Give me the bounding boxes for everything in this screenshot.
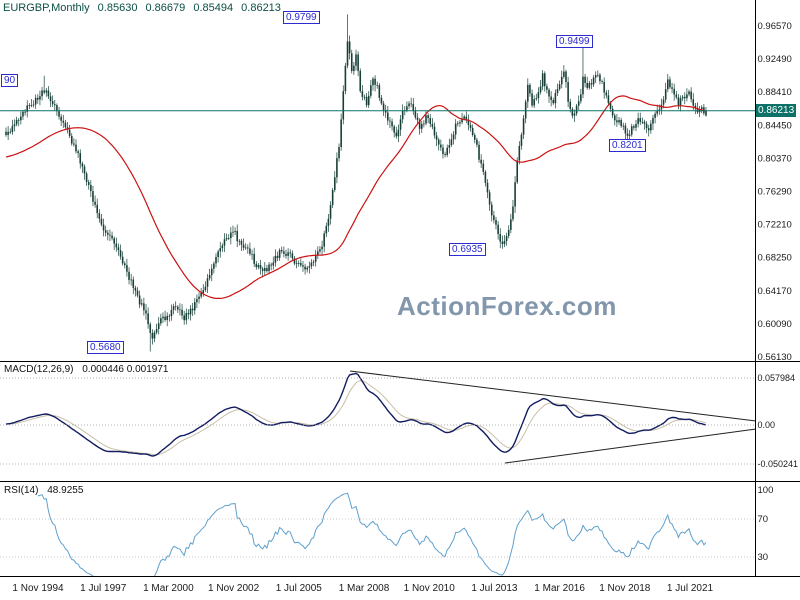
chart-title: EURGBP,Monthly 0.85630 0.86679 0.85494 0… — [3, 2, 286, 14]
price-axis-label: 0.88410 — [758, 87, 792, 98]
ohlc-open: 0.85630 — [97, 2, 138, 14]
rsi-axis-label: 100 — [758, 485, 774, 496]
date-axis-label: 1 Nov 2018 — [599, 583, 651, 594]
symbol-timeframe: EURGBP,Monthly — [3, 2, 90, 14]
ohlc-close: 0.86213 — [241, 2, 281, 14]
rsi-axis-label: 30 — [758, 552, 769, 563]
macd-line — [5, 372, 707, 457]
rsi-line — [37, 492, 707, 576]
rsi-axis-label: 70 — [758, 514, 769, 525]
price-axis-label: 0.92490 — [758, 54, 792, 65]
price-axis-label: 0.80370 — [758, 153, 792, 164]
ohlc-high: 0.86679 — [145, 2, 186, 14]
macd-axis-label: -0.050241 — [758, 459, 799, 469]
price-axis-label: 0.72210 — [758, 220, 792, 231]
price-axis-label: 0.60090 — [758, 319, 792, 330]
date-axis-label: 1 Nov 2002 — [208, 583, 260, 594]
price-pane — [5, 14, 707, 352]
price-axis-label: 0.64170 — [758, 286, 792, 297]
macd-values: 0.000446 0.001971 — [82, 364, 169, 375]
macd-signal-line — [5, 380, 707, 456]
date-axis-label: 1 Nov 1994 — [12, 583, 64, 594]
macd-indicator-label: MACD(12,26,9) 0.000446 0.001971 — [4, 364, 168, 375]
price-axis-label: 0.68250 — [758, 253, 792, 264]
price-annotation: 90 — [1, 74, 19, 87]
price-annotation: 0.6935 — [449, 243, 486, 256]
date-axis-label: 1 Jul 1997 — [80, 583, 127, 594]
macd-trendline — [349, 370, 757, 422]
rsi-pane — [37, 492, 707, 576]
macd-trendline — [504, 428, 757, 464]
ohlc-low: 0.85494 — [193, 2, 234, 14]
date-axis-label: 1 Jul 2013 — [471, 583, 518, 594]
macd-pane — [5, 372, 707, 457]
moving-average-line — [5, 95, 707, 299]
date-axis-label: 1 Jul 2021 — [667, 583, 714, 594]
date-axis-label: 1 Mar 2016 — [534, 583, 585, 594]
current-price-tag: 0.86213 — [756, 104, 797, 118]
watermark: ActionForex.com — [397, 291, 617, 321]
macd-name: MACD(12,26,9) — [4, 364, 74, 375]
price-axis-label: 0.96570 — [758, 21, 792, 32]
price-annotation: 0.9799 — [283, 11, 320, 24]
rsi-name: RSI(14) — [4, 485, 39, 496]
date-axis-label: 1 Jul 2005 — [276, 583, 323, 594]
date-axis-label: 1 Nov 2010 — [404, 583, 456, 594]
price-axis-label: 0.56130 — [758, 352, 792, 363]
date-axis-label: 1 Mar 2008 — [339, 583, 390, 594]
macd-axis-label: 0.057984 — [758, 373, 796, 383]
price-annotation: 0.8201 — [609, 139, 646, 152]
macd-axis-label: 0.00 — [758, 420, 776, 430]
rsi-indicator-label: RSI(14) 48.9255 — [4, 485, 83, 496]
price-axis-label: 0.84450 — [758, 120, 792, 131]
date-axis-label: 1 Mar 2000 — [143, 583, 194, 594]
rsi-value: 48.9255 — [47, 485, 84, 496]
price-annotation: 0.5680 — [87, 341, 124, 354]
price-axis-label: 0.76290 — [758, 187, 792, 198]
price-annotation: 0.9499 — [556, 35, 593, 48]
